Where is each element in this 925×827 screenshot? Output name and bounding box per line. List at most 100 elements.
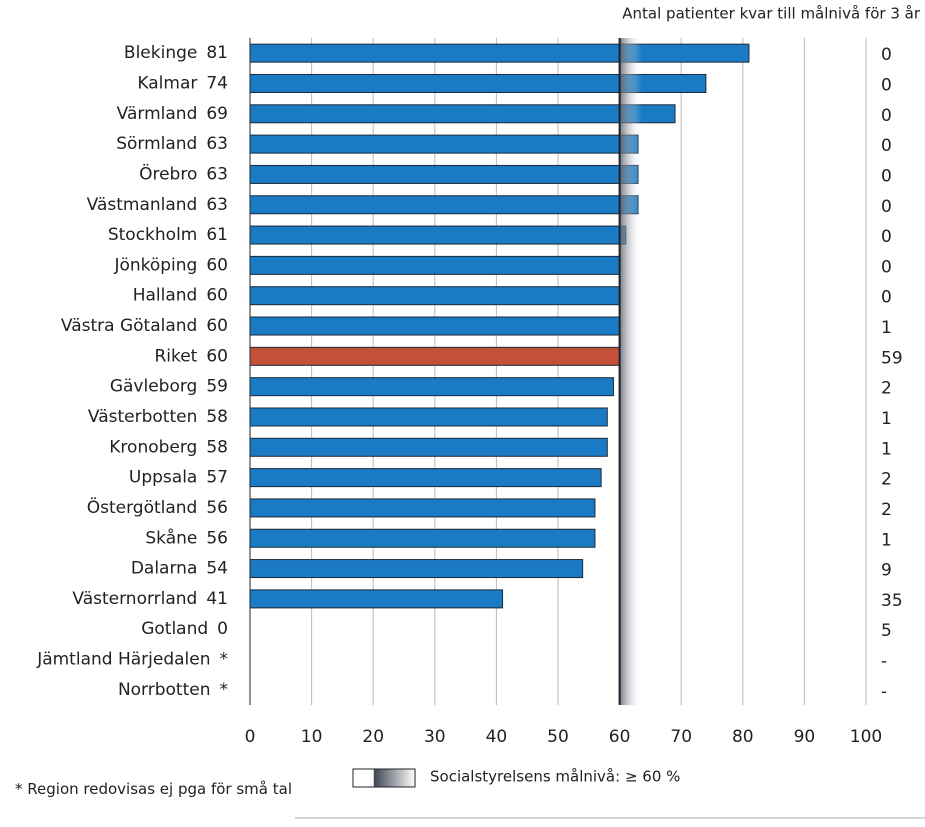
bar — [249, 195, 639, 215]
category-label: Kronoberg — [109, 437, 197, 457]
bar — [249, 104, 676, 124]
x-tick-label: 20 — [362, 727, 384, 747]
x-tick-label: 0 — [245, 727, 256, 747]
value-label: 56 — [206, 498, 228, 518]
bar — [249, 498, 596, 518]
value-label: * — [220, 650, 229, 670]
bar — [249, 589, 504, 609]
value-label: 54 — [206, 559, 228, 579]
category-label: Västmanland — [87, 195, 198, 215]
value-label: 58 — [206, 407, 228, 427]
value-label: 41 — [206, 589, 228, 609]
bar — [249, 255, 621, 275]
category-label: Gotland — [141, 619, 208, 639]
category-label: Stockholm — [108, 225, 198, 245]
footnote: * Region redovisas ej pga för små tal — [15, 780, 292, 798]
x-tick-label: 60 — [609, 727, 631, 747]
category-label: Norrbotten — [118, 680, 211, 700]
right-column-value: 0 — [881, 136, 892, 156]
bar — [249, 316, 621, 336]
x-tick-label: 10 — [301, 727, 323, 747]
column-title: Antal patienter kvar till målnivå för 3 … — [622, 5, 921, 23]
category-label: Skåne — [145, 527, 197, 548]
value-label: 63 — [206, 195, 228, 215]
value-label: 0 — [217, 619, 228, 639]
category-label: Dalarna — [131, 559, 198, 579]
category-label: Örebro — [139, 162, 197, 184]
right-column-value: 0 — [881, 227, 892, 247]
right-column-value: 0 — [881, 166, 892, 186]
bar — [249, 407, 608, 427]
right-column-value: 2 — [881, 379, 892, 399]
right-column-value: 2 — [881, 470, 892, 490]
right-column-value: 1 — [881, 530, 892, 550]
x-tick-label: 50 — [547, 727, 569, 747]
value-label: 60 — [206, 255, 228, 275]
right-column-value: 5 — [881, 621, 892, 641]
target-band — [619, 38, 642, 705]
legend-swatch — [352, 768, 416, 788]
bar — [249, 164, 639, 184]
right-column-value: 2 — [881, 500, 892, 520]
category-label: Jämtland Härjedalen — [36, 650, 210, 670]
bar — [249, 468, 602, 488]
bar — [249, 286, 621, 306]
category-label: Blekinge — [124, 43, 197, 63]
category-label: Riket — [154, 346, 197, 366]
right-column-value: 0 — [881, 75, 892, 95]
category-label: Västerbotten — [88, 407, 197, 427]
value-label: 61 — [206, 225, 228, 245]
category-label: Uppsala — [129, 468, 197, 488]
x-tick-label: 40 — [486, 727, 508, 747]
right-column-value: 0 — [881, 106, 892, 126]
value-label: 81 — [206, 43, 228, 63]
category-label: Sörmland — [116, 134, 197, 154]
x-tick-label: 80 — [732, 727, 754, 747]
bar — [249, 134, 639, 154]
x-tick-label: 70 — [670, 727, 692, 747]
bar — [249, 437, 608, 457]
category-label: Västra Götaland — [61, 316, 197, 336]
x-tick-label: 90 — [794, 727, 816, 747]
legend-label: Socialstyrelsens målnivå: ≥ 60 % — [430, 768, 680, 786]
right-column-value: 1 — [881, 318, 892, 338]
category-label: Halland — [133, 286, 198, 306]
right-column-value: 35 — [881, 591, 903, 611]
category-label: Jönköping — [113, 255, 197, 275]
bar — [249, 43, 750, 63]
value-label: 60 — [206, 286, 228, 306]
right-column-value: 0 — [881, 288, 892, 308]
category-label: Östergötland — [87, 496, 198, 518]
right-column-value: 1 — [881, 439, 892, 459]
value-label: 69 — [206, 104, 228, 124]
value-label: 74 — [206, 73, 228, 93]
bar — [249, 225, 627, 245]
value-label: 59 — [206, 377, 228, 397]
value-label: 63 — [206, 134, 228, 154]
right-column-value: 0 — [881, 257, 892, 277]
category-label: Gävleborg — [110, 377, 198, 397]
right-column-value: 0 — [881, 197, 892, 217]
bar — [249, 528, 596, 548]
value-label: 57 — [206, 468, 228, 488]
category-label: Västernorrland — [72, 589, 197, 609]
bar — [249, 73, 707, 93]
right-column-value: - — [881, 682, 887, 702]
bar — [249, 559, 584, 579]
right-column-value: 59 — [881, 348, 903, 368]
right-column-value: 9 — [881, 561, 892, 581]
value-label: 63 — [206, 164, 228, 184]
category-label: Kalmar — [137, 73, 197, 93]
category-label: Värmland — [117, 104, 198, 124]
right-column-value: 1 — [881, 409, 892, 429]
right-column-value: 0 — [881, 45, 892, 65]
value-label: 60 — [206, 346, 228, 366]
bar — [249, 377, 614, 397]
x-tick-label: 100 — [850, 727, 882, 747]
value-label: 60 — [206, 316, 228, 336]
value-label: 56 — [206, 528, 228, 548]
x-tick-label: 30 — [424, 727, 446, 747]
value-label: * — [220, 680, 229, 700]
